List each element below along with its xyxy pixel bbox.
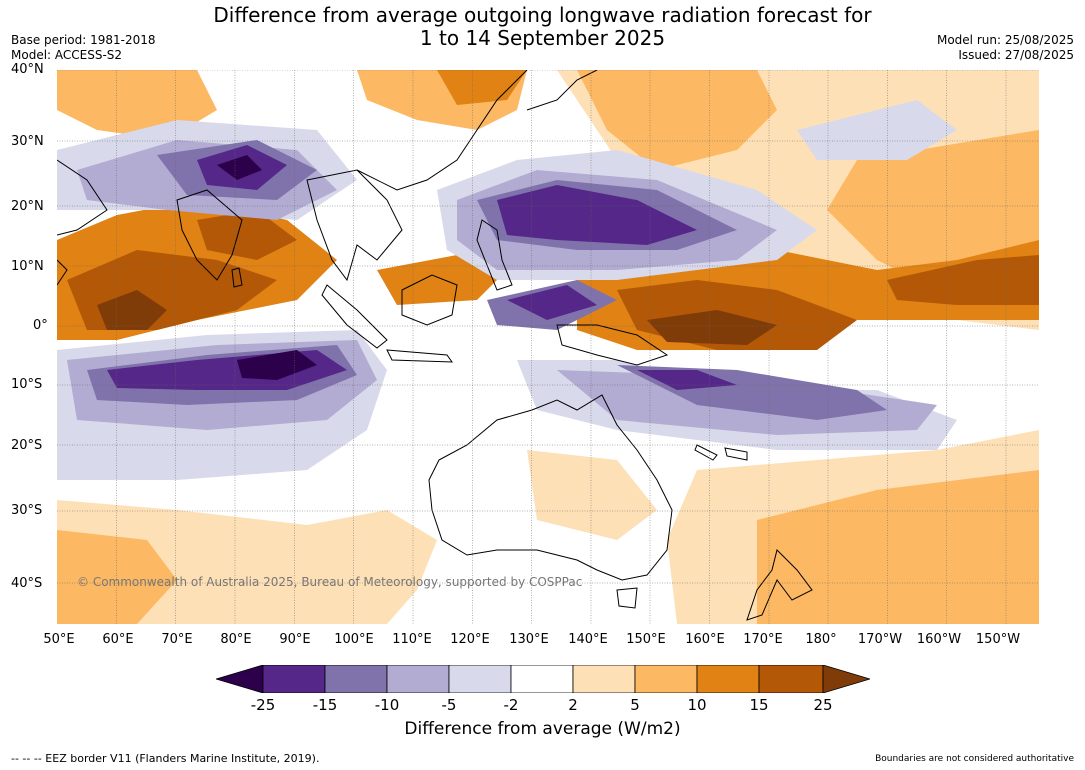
- colorbar-bin-neg25: [262, 665, 326, 693]
- field-pos25-arabian-sea: [97, 290, 167, 330]
- lat-label-40s: 40°S: [11, 576, 43, 591]
- colorbar-bin-pos15: [758, 665, 824, 693]
- colorbar-tick-pos10: 10: [687, 696, 707, 714]
- anomaly-fields: [57, 70, 1039, 624]
- indochina-outline: [306, 169, 403, 282]
- field-pos15-central-pacific: [887, 255, 1039, 305]
- australia-outline: [428, 394, 673, 581]
- issued-date: Issued: 27/08/2025: [958, 48, 1074, 62]
- china-coast-outline: [356, 70, 528, 191]
- meta-left: Base period: 1981-2018 Model: ACCESS-S2: [11, 33, 156, 63]
- lon-label-150w: 150°W: [975, 632, 1021, 647]
- colorbar-tick-pos25: 25: [813, 696, 833, 714]
- field-pos2-australia-east: [527, 450, 657, 540]
- boundary-disclaimer: Boundaries are not considered authoritat…: [875, 754, 1074, 764]
- gridlines: [57, 70, 1039, 624]
- tasmania-outline: [616, 587, 638, 609]
- lat-label-equator: 0°: [33, 318, 48, 333]
- lon-label-80e: 80°E: [220, 632, 252, 647]
- lon-label-140e: 140°E: [568, 632, 608, 647]
- lon-label-130e: 130°E: [509, 632, 549, 647]
- colorbar-extend-high: [822, 665, 870, 693]
- lon-label-170e: 170°E: [743, 632, 783, 647]
- title-line-2: 1 to 14 September 2025: [419, 26, 666, 50]
- lat-label-20s: 20°S: [11, 438, 43, 453]
- sri-lanka-outline: [231, 267, 243, 288]
- colorbar-tick-neg5: -5: [441, 696, 457, 714]
- colorbar-tick-pos5: 5: [630, 696, 640, 714]
- field-pos15-bay-of-bengal: [197, 210, 297, 260]
- lat-label-20n: 20°N: [11, 199, 44, 214]
- field-pos10-south-china-sea: [377, 255, 507, 305]
- new-guinea-outline: [556, 324, 669, 366]
- philippines-outline: [476, 219, 513, 291]
- field-neg15-philippines: [497, 185, 697, 245]
- model-name: Model: ACCESS-S2: [11, 48, 123, 62]
- lat-label-10s: 10°S: [11, 377, 43, 392]
- lon-label-150e: 150°E: [626, 632, 666, 647]
- title-line-1: Difference from average outgoing longwav…: [213, 3, 872, 27]
- field-pos5-southwest: [57, 530, 177, 624]
- eez-border-note: -- -- -- EEZ border V11 (Flanders Marine…: [11, 752, 320, 765]
- lon-label-90e: 90°E: [279, 632, 311, 647]
- field-neg25-indian-ocean: [237, 350, 317, 380]
- colorbar-tick-neg15: -15: [312, 696, 338, 714]
- colorbar-bin-neg15: [324, 665, 388, 693]
- sumatra-outline: [321, 284, 388, 349]
- lat-label-30n: 30°N: [11, 134, 44, 149]
- field-pos5-north-pacific: [577, 70, 777, 170]
- field-neg15-equator: [507, 285, 597, 320]
- colorbar-bin-neg5: [448, 665, 512, 693]
- colorbar-tick-pos2: 2: [568, 696, 578, 714]
- lat-label-10n: 10°N: [11, 259, 44, 274]
- colorbar-tick-pos15: 15: [749, 696, 769, 714]
- lat-label-40n: 40°N: [11, 62, 44, 77]
- copyright-notice: © Commonwealth of Australia 2025, Bureau…: [77, 575, 582, 589]
- colorbar-tick-neg2: -2: [503, 696, 519, 714]
- arabia-outline: [57, 159, 108, 236]
- colorbar: [216, 665, 870, 693]
- colorbar-bin-pos10: [696, 665, 760, 693]
- lat-label-30s: 30°S: [11, 503, 43, 518]
- borneo-outline: [401, 274, 458, 326]
- field-pos25-west-pacific: [647, 310, 777, 345]
- field-pos5-southeast: [757, 470, 1039, 624]
- japan-outline: [526, 70, 598, 111]
- olr-anomaly-map: © Commonwealth of Australia 2025, Bureau…: [57, 70, 1039, 624]
- africa-horn-outline: [57, 259, 68, 286]
- lon-label-160w: 160°W: [916, 632, 962, 647]
- field-neg25-india: [217, 155, 262, 180]
- java-outline: [386, 349, 453, 363]
- colorbar-tick-neg25: -25: [250, 696, 276, 714]
- lon-label-170w: 170°W: [857, 632, 903, 647]
- fiji-outline: [724, 447, 748, 461]
- colorbar-extend-low: [216, 665, 264, 693]
- lon-label-120e: 120°E: [450, 632, 490, 647]
- india-outline: [176, 189, 243, 281]
- colorbar-tick-neg10: -10: [374, 696, 400, 714]
- lon-label-70e: 70°E: [161, 632, 193, 647]
- base-period: Base period: 1981-2018: [11, 33, 156, 47]
- field-pos10-japan: [437, 70, 527, 105]
- new-zealand-outline: [746, 549, 813, 621]
- new-caledonia-outline: [694, 444, 718, 461]
- meta-right: Model run: 25/08/2025 Issued: 27/08/2025: [937, 33, 1074, 63]
- model-run: Model run: 25/08/2025: [936, 33, 1074, 47]
- lon-label-60e: 60°E: [102, 632, 134, 647]
- colorbar-bin-neg10: [386, 665, 450, 693]
- colorbar-bin-pos2: [572, 665, 636, 693]
- lon-label-160e: 160°E: [685, 632, 725, 647]
- field-neg2-north: [797, 100, 957, 160]
- lon-label-110e: 110°E: [392, 632, 432, 647]
- chart-title: Difference from average outgoing longwav…: [0, 4, 1085, 50]
- colorbar-title: Difference from average (W/m2): [404, 719, 681, 739]
- lon-label-100e: 100°E: [334, 632, 374, 647]
- colorbar-bin-neutral: [510, 665, 574, 693]
- lon-label-180: 180°: [805, 632, 837, 647]
- colorbar-bin-pos5: [634, 665, 698, 693]
- lon-label-50e: 50°E: [43, 632, 75, 647]
